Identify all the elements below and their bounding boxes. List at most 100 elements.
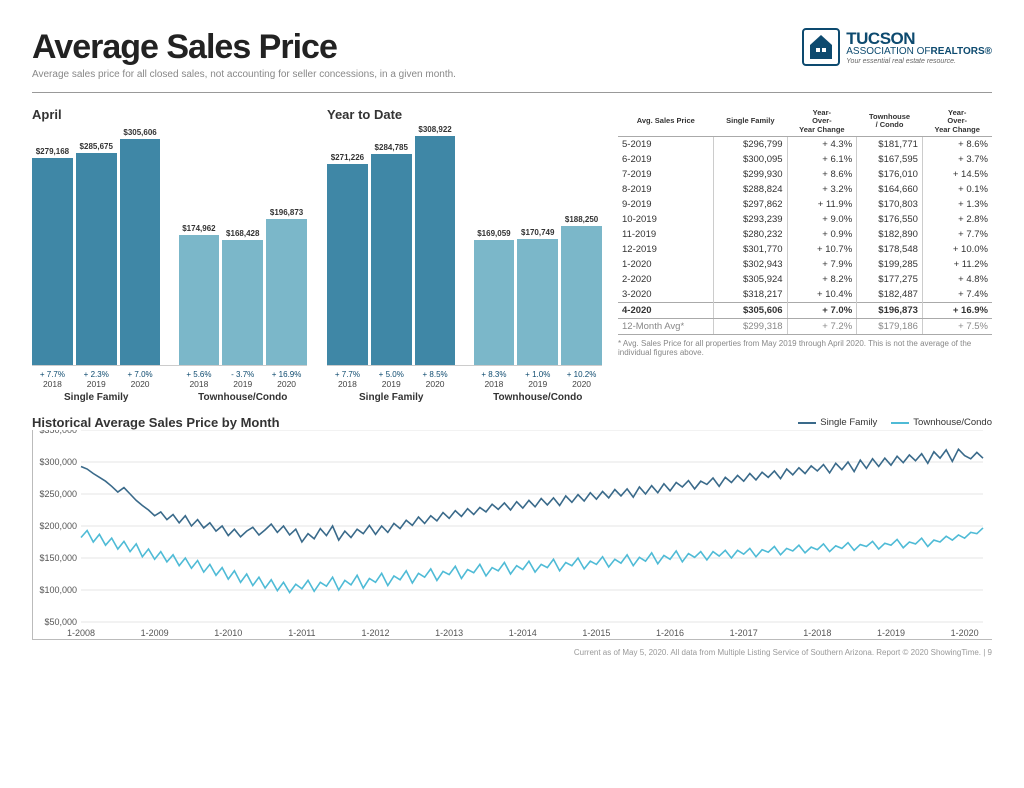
table-cell: 12-2019 xyxy=(618,242,714,257)
table-row: 11-2019$280,232+ 0.9%$182,890+ 7.7% xyxy=(618,227,992,242)
bar-value-label: $188,250 xyxy=(565,215,598,224)
bar xyxy=(327,164,368,365)
table-cell: + 3.2% xyxy=(787,182,857,197)
table-cell: $296,799 xyxy=(714,136,788,152)
pct-label: + 7.0% xyxy=(120,370,161,379)
table-cell: + 8.6% xyxy=(922,136,992,152)
category-label: Single Family xyxy=(327,392,456,403)
table-cell: $182,890 xyxy=(857,227,923,242)
bar-column: $174,962 xyxy=(179,128,220,365)
table-footnote: * Avg. Sales Price for all properties fr… xyxy=(618,339,992,358)
pct-row: + 7.7%+ 2.3%+ 7.0%+ 5.6%- 3.7%+ 16.9% xyxy=(32,370,307,379)
bar xyxy=(266,219,307,365)
year-label: 2020 xyxy=(561,379,602,389)
svg-text:$300,000: $300,000 xyxy=(39,457,77,467)
legend-label: Single Family xyxy=(820,417,877,428)
table-cell: $301,770 xyxy=(714,242,788,257)
table-cell: + 6.1% xyxy=(787,152,857,167)
year-label: 2020 xyxy=(120,379,161,389)
bar-value-label: $285,675 xyxy=(80,142,113,151)
pct-label: + 1.0% xyxy=(517,370,558,379)
bar xyxy=(120,139,161,365)
svg-text:1-2020: 1-2020 xyxy=(951,628,979,638)
table-row: 12-2019$301,770+ 10.7%$178,548+ 10.0% xyxy=(618,242,992,257)
logo-text: TUCSON ASSOCIATION OFREALTORS® Your esse… xyxy=(846,30,992,65)
table-cell: + 14.5% xyxy=(922,167,992,182)
table-cell: $170,803 xyxy=(857,197,923,212)
pct-label: + 8.5% xyxy=(415,370,456,379)
table-cell: 8-2019 xyxy=(618,182,714,197)
table-cell: $280,232 xyxy=(714,227,788,242)
panel-title: Year to Date xyxy=(327,107,602,122)
bar-value-label: $168,428 xyxy=(226,229,259,238)
bar-panel: April$279,168$285,675$305,606$174,962$16… xyxy=(32,107,307,403)
page-subtitle: Average sales price for all closed sales… xyxy=(32,69,456,80)
bar-value-label: $174,962 xyxy=(182,224,215,233)
table-row: 10-2019$293,239+ 9.0%$176,550+ 2.8% xyxy=(618,212,992,227)
bar xyxy=(222,240,263,365)
table-cell: + 11.2% xyxy=(922,257,992,272)
bar-column: $285,675 xyxy=(76,128,117,365)
line-chart-svg: $50,000$100,000$150,000$200,000$250,000$… xyxy=(33,430,993,640)
bar-column: $188,250 xyxy=(561,128,602,365)
table-cell: $176,010 xyxy=(857,167,923,182)
table-cell: + 8.6% xyxy=(787,167,857,182)
pct-label: + 2.3% xyxy=(76,370,117,379)
category-row: Single FamilyTownhouse/Condo xyxy=(327,392,602,403)
svg-text:1-2015: 1-2015 xyxy=(582,628,610,638)
bar xyxy=(371,154,412,365)
year-label: 2018 xyxy=(32,379,73,389)
table-cell: + 11.9% xyxy=(787,197,857,212)
year-label: 2020 xyxy=(415,379,456,389)
table-cell: $164,660 xyxy=(857,182,923,197)
chart-line xyxy=(81,528,983,593)
pct-label: + 5.0% xyxy=(371,370,412,379)
page-header: Average Sales Price Average sales price … xyxy=(32,28,992,93)
bar xyxy=(179,235,220,365)
chart-line xyxy=(81,449,983,542)
table-cell: + 0.1% xyxy=(922,182,992,197)
svg-text:$200,000: $200,000 xyxy=(39,521,77,531)
table-row: 6-2019$300,095+ 6.1%$167,595+ 3.7% xyxy=(618,152,992,167)
year-label: 2019 xyxy=(517,379,558,389)
bar-groups: $271,226$284,785$308,922$169,059$170,749… xyxy=(327,128,602,366)
table-cell: $199,285 xyxy=(857,257,923,272)
bar xyxy=(517,239,558,365)
bar-group: $279,168$285,675$305,606 xyxy=(32,128,161,365)
table-cell: 6-2019 xyxy=(618,152,714,167)
table-row: 7-2019$299,930+ 8.6%$176,010+ 14.5% xyxy=(618,167,992,182)
table-cell: 5-2019 xyxy=(618,136,714,152)
bar-charts: April$279,168$285,675$305,606$174,962$16… xyxy=(32,107,602,403)
page-title: Average Sales Price xyxy=(32,28,456,67)
title-block: Average Sales Price Average sales price … xyxy=(32,28,456,80)
year-label: 2018 xyxy=(474,379,515,389)
category-label: Townhouse/Condo xyxy=(179,392,308,403)
bar-value-label: $279,168 xyxy=(36,147,69,156)
table-cell: + 10.4% xyxy=(787,287,857,303)
year-row: 201820192020201820192020 xyxy=(32,379,307,389)
table-row: 9-2019$297,862+ 11.9%$170,803+ 1.3% xyxy=(618,197,992,212)
page-footer: Current as of May 5, 2020. All data from… xyxy=(32,648,992,657)
table-avg-row: 12-Month Avg*$299,318+ 7.2%$179,186+ 7.5… xyxy=(618,318,992,334)
table-cell: 11-2019 xyxy=(618,227,714,242)
bar-column: $168,428 xyxy=(222,128,263,365)
category-label: Single Family xyxy=(32,392,161,403)
svg-text:1-2014: 1-2014 xyxy=(509,628,537,638)
bar xyxy=(415,136,456,365)
year-label: 2019 xyxy=(76,379,117,389)
bar-value-label: $284,785 xyxy=(375,143,408,152)
bar-column: $284,785 xyxy=(371,128,412,365)
mid-section: April$279,168$285,675$305,606$174,962$16… xyxy=(32,107,992,403)
table-header: Single Family xyxy=(714,107,788,136)
pct-label: + 7.7% xyxy=(327,370,368,379)
table-cell: + 7.4% xyxy=(922,287,992,303)
table-cell: 4-2020 xyxy=(618,302,714,318)
table-row: 3-2020$318,217+ 10.4%$182,487+ 7.4% xyxy=(618,287,992,303)
logo-tagline: Your essential real estate resource. xyxy=(846,58,992,65)
table-row: 1-2020$302,943+ 7.9%$199,285+ 11.2% xyxy=(618,257,992,272)
line-chart: $50,000$100,000$150,000$200,000$250,000$… xyxy=(32,430,992,640)
table-cell: $300,095 xyxy=(714,152,788,167)
table-row: 4-2020$305,606+ 7.0%$196,873+ 16.9% xyxy=(618,302,992,318)
logo-house-icon xyxy=(802,28,840,66)
table-cell: + 7.9% xyxy=(787,257,857,272)
